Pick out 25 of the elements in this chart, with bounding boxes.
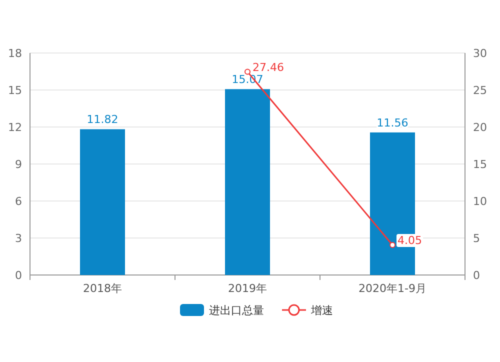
y2-tick-label: 15 [473,158,487,171]
y2-tick-label: 10 [473,195,487,208]
y-tick-label: 18 [8,47,22,60]
bar [80,129,125,275]
legend-label: 增速 [310,304,333,317]
legend-label: 进出口总量 [209,304,264,317]
data-label: 11.82 [86,113,118,126]
data-label: 11.56 [376,116,408,130]
data-label: 27.46 [252,60,284,74]
x-tick-label: 2019年 [228,282,267,295]
x-tick-label: 2020年1-9月 [358,282,426,295]
y-tick-label: 15 [8,84,22,97]
y2-tick-label: 20 [473,121,487,134]
y-tick-label: 12 [8,121,22,134]
y2-tick-label: 30 [473,47,487,60]
y2-tick-label: 25 [473,84,487,97]
bar [225,89,270,275]
y-tick-label: 0 [15,269,22,282]
y2-tick-label: 5 [473,232,480,245]
x-tick-label: 2018年 [83,282,122,295]
y-tick-label: 6 [15,195,22,208]
y-tick-label: 3 [15,232,22,245]
y-tick-label: 9 [15,158,22,171]
y2-tick-label: 0 [473,269,480,282]
data-label: 4.05 [398,234,422,248]
